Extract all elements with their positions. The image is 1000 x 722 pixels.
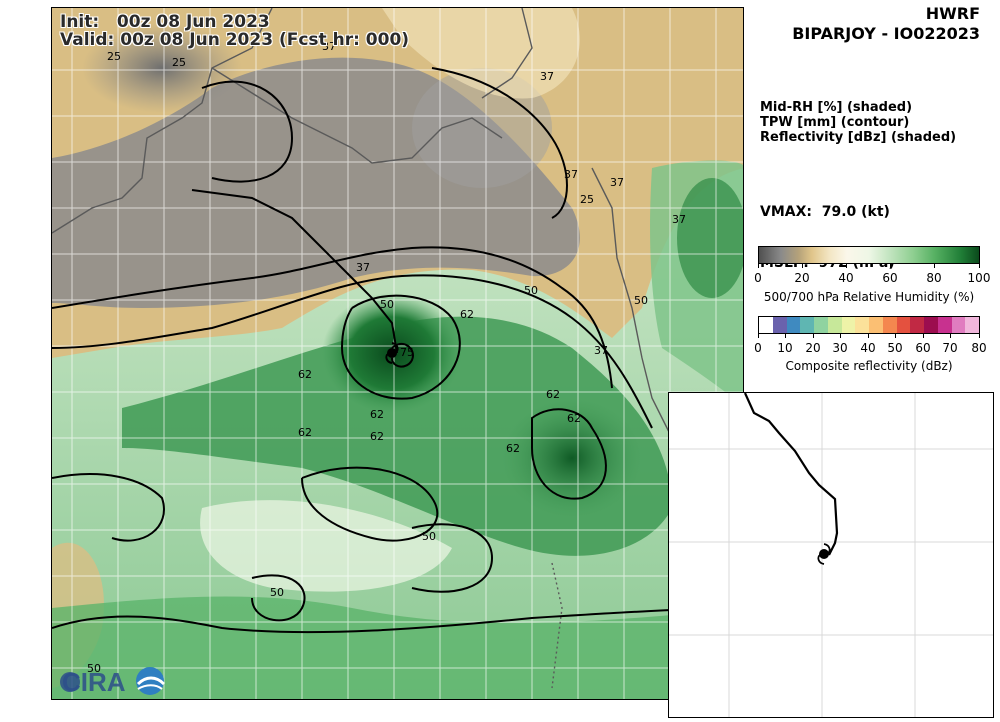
contour-label: 50 bbox=[422, 530, 436, 543]
contour-label: 37 bbox=[356, 261, 370, 274]
contour-label: 62 bbox=[298, 368, 312, 381]
contour-label: 50 bbox=[524, 284, 538, 297]
rh-tick: 80 bbox=[926, 271, 942, 285]
contour-label: 50 bbox=[634, 294, 648, 307]
rh-colorbar-ticks bbox=[758, 264, 980, 268]
cira-logo-icon: CIRA bbox=[60, 667, 166, 697]
ref-colorbar-title: Composite reflectivity (dBz) bbox=[785, 359, 953, 373]
field-tpw: TPW [mm] (contour) bbox=[760, 115, 910, 130]
inset-grid bbox=[669, 393, 993, 717]
contour-label: 62 bbox=[370, 430, 384, 443]
contour-label: 50 bbox=[87, 662, 101, 675]
reflectivity-color-swatch bbox=[786, 317, 801, 333]
contour-label: 62 bbox=[460, 308, 474, 321]
reflectivity-color-swatch bbox=[869, 317, 883, 333]
init-time: Init: 00z 08 Jun 2023 bbox=[60, 12, 270, 32]
ref-tick: 70 bbox=[942, 341, 958, 355]
lat-lon-grid bbox=[52, 8, 743, 699]
reflectivity-colorbar bbox=[758, 316, 980, 334]
reflectivity-color-swatch bbox=[910, 317, 924, 333]
contour-label: 62 bbox=[298, 426, 312, 439]
inset-track-line bbox=[743, 393, 839, 556]
reflectivity-color-swatch bbox=[882, 317, 897, 333]
ref-tick: 0 bbox=[754, 341, 762, 355]
ref-colorbar-ticks bbox=[758, 334, 980, 338]
model-name: HWRF bbox=[925, 4, 980, 23]
reflectivity-color-swatch bbox=[896, 317, 911, 333]
contour-label: 50 bbox=[270, 586, 284, 599]
reflectivity-color-swatch bbox=[759, 317, 773, 333]
reflectivity-color-swatch bbox=[827, 317, 842, 333]
rh-tick: 0 bbox=[754, 271, 762, 285]
ref-tick: 80 bbox=[971, 341, 987, 355]
inset-storm-icon bbox=[817, 543, 831, 565]
storm-name: BIPARJOY - IO022023 bbox=[792, 24, 980, 43]
contour-label: 25 bbox=[107, 50, 121, 63]
dry-slot bbox=[200, 500, 452, 592]
contour-label: 37 bbox=[610, 176, 624, 189]
ref-tick: 20 bbox=[805, 341, 821, 355]
contour-label: 25 bbox=[172, 56, 186, 69]
tpw-contours bbox=[52, 67, 743, 634]
ref-tick: 60 bbox=[915, 341, 931, 355]
reflectivity-color-swatch bbox=[937, 317, 952, 333]
reflectivity-color-swatch bbox=[951, 317, 966, 333]
field-reflectivity: Reflectivity [dBz] (shaded) bbox=[760, 130, 957, 145]
storm-center-icon bbox=[385, 342, 399, 364]
ref-tick: 30 bbox=[832, 341, 848, 355]
valid-time: Valid: 00z 08 Jun 2023 (Fcst hr: 000) bbox=[60, 30, 410, 50]
field-rh: Mid-RH [%] (shaded) bbox=[760, 100, 913, 115]
reflectivity-color-swatch bbox=[855, 317, 869, 333]
cira-logo: CIRA bbox=[58, 664, 168, 702]
contour-label: 37 bbox=[672, 213, 686, 226]
rh-tick: 20 bbox=[794, 271, 810, 285]
cira-logo-text: CIRA bbox=[62, 667, 126, 697]
ref-tick: 50 bbox=[887, 341, 903, 355]
reflectivity-color-swatch bbox=[814, 317, 828, 333]
contour-label: 62 bbox=[546, 388, 560, 401]
track-line bbox=[191, 189, 398, 354]
track-inset-map bbox=[668, 392, 994, 718]
contour-label: 25 bbox=[580, 193, 594, 206]
contour-label: 37 bbox=[594, 344, 608, 357]
reflectivity-color-swatch bbox=[841, 317, 856, 333]
contour-label: 37 bbox=[540, 70, 554, 83]
ghats-core bbox=[677, 178, 743, 298]
ref-colorbar-labels: 0 10 20 30 40 50 60 70 80 bbox=[754, 341, 986, 355]
rh-colorbar-labels: 0 20 40 60 80 100 bbox=[754, 271, 990, 285]
moist-band-north bbox=[382, 8, 580, 99]
rh-tick: 40 bbox=[838, 271, 854, 285]
contour-label: 62 bbox=[370, 408, 384, 421]
moist-core-se bbox=[502, 398, 642, 518]
ref-tick: 10 bbox=[777, 341, 793, 355]
map-canvas: 25 25 37 37 37 25 37 37 37 50 50 50 50 5… bbox=[52, 8, 743, 699]
reflectivity-color-swatch bbox=[772, 317, 787, 333]
rh-colorbar bbox=[758, 246, 980, 264]
contour-label: 62 bbox=[506, 442, 520, 455]
vmax-value: VMAX: 79.0 (kt) bbox=[760, 204, 890, 220]
reflectivity-color-swatch bbox=[924, 317, 938, 333]
reflectivity-color-swatch bbox=[800, 317, 814, 333]
rh-tick: 60 bbox=[882, 271, 898, 285]
dry-pocket bbox=[82, 23, 242, 113]
inset-canvas bbox=[669, 393, 993, 717]
field-descriptions: Mid-RH [%] (shaded) TPW [mm] (contour) R… bbox=[760, 100, 956, 145]
product-title: HWRF BIPARJOY - IO022023 bbox=[792, 4, 980, 44]
rh-tick: 100 bbox=[967, 271, 991, 285]
rh-colorbar-title: 500/700 hPa Relative Humidity (%) bbox=[763, 290, 975, 304]
coastlines-borders bbox=[52, 8, 673, 689]
contour-label: 37 bbox=[564, 168, 578, 181]
map-panel: 25 25 37 37 37 25 37 37 37 50 50 50 50 5… bbox=[51, 7, 744, 700]
ref-tick: 40 bbox=[860, 341, 876, 355]
contour-label: 50 bbox=[380, 298, 394, 311]
contour-label: 75 bbox=[400, 346, 414, 359]
contour-label-group: 25 25 37 37 37 25 37 37 37 50 50 50 50 5… bbox=[87, 40, 686, 675]
contour-label: 37 bbox=[322, 40, 336, 53]
reflectivity-color-swatch bbox=[965, 317, 979, 333]
contour-label: 62 bbox=[567, 412, 581, 425]
